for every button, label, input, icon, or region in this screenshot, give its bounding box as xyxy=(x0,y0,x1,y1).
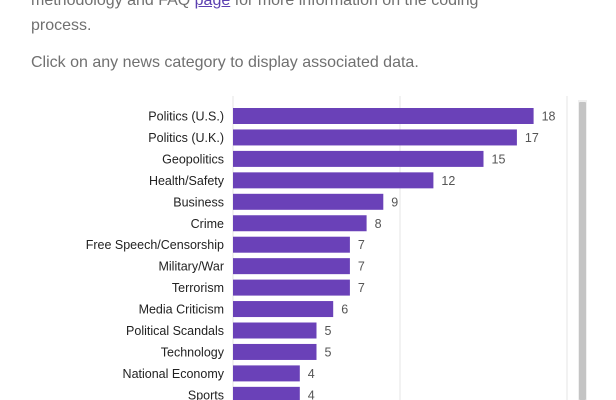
value-label-geopolitics: 15 xyxy=(492,152,506,166)
bar-politics-u-k[interactable] xyxy=(233,129,517,146)
bar-political-scandals[interactable] xyxy=(233,322,317,339)
news-category-chart: Politics (U.S.) 18 Politics (U.K.) 17 Geopol… xyxy=(0,96,616,400)
value-label-free-speech-censorship: 7 xyxy=(358,238,365,252)
category-label-politics-u-k[interactable]: Politics (U.K.) xyxy=(148,131,224,145)
category-label-technology[interactable]: Technology xyxy=(161,345,225,359)
value-label-health-safety: 12 xyxy=(441,174,455,188)
bar-terrorism[interactable] xyxy=(233,279,350,296)
bar-health-safety[interactable] xyxy=(233,172,434,189)
category-label-geopolitics[interactable]: Geopolitics xyxy=(162,152,224,166)
value-label-military-war: 7 xyxy=(358,260,365,274)
value-label-sports: 4 xyxy=(308,388,315,400)
category-label-terrorism[interactable]: Terrorism xyxy=(172,281,224,295)
faq-page-link[interactable]: page xyxy=(194,0,231,9)
category-label-national-economy[interactable]: National Economy xyxy=(123,367,225,381)
bar-military-war[interactable] xyxy=(233,258,350,275)
category-label-business[interactable]: Business xyxy=(173,195,224,209)
bar-media-criticism[interactable] xyxy=(233,301,334,318)
intro-line1-prefix: methodology and FAQ xyxy=(31,0,195,9)
intro-line2: process. xyxy=(31,17,92,34)
bar-sports[interactable] xyxy=(233,386,300,400)
value-label-technology: 5 xyxy=(325,345,332,359)
chart-scrollbar-thumb[interactable] xyxy=(579,102,586,400)
value-label-business: 9 xyxy=(391,195,398,209)
category-label-media-criticism[interactable]: Media Criticism xyxy=(139,303,224,317)
bar-free-speech-censorship[interactable] xyxy=(233,236,350,253)
value-label-national-economy: 4 xyxy=(308,367,315,381)
bar-politics-u-s[interactable] xyxy=(233,108,534,124)
value-label-media-criticism: 6 xyxy=(341,303,348,317)
value-label-politics-u-k: 17 xyxy=(525,131,539,145)
value-label-terrorism: 7 xyxy=(358,281,365,295)
bar-business[interactable] xyxy=(233,193,384,210)
bar-chart-svg: Politics (U.S.) 18 Politics (U.K.) 17 Geopol… xyxy=(86,96,568,400)
category-label-sports[interactable]: Sports xyxy=(188,388,224,400)
chart-instruction: Click on any news category to display as… xyxy=(31,54,419,71)
category-label-military-war[interactable]: Military/War xyxy=(158,260,224,274)
bar-geopolitics[interactable] xyxy=(233,150,484,167)
category-label-political-scandals[interactable]: Political Scandals xyxy=(126,324,224,338)
value-label-politics-u-s: 18 xyxy=(542,110,556,124)
category-label-health-safety[interactable]: Health/Safety xyxy=(149,174,225,188)
bar-national-economy[interactable] xyxy=(233,365,300,382)
bar-technology[interactable] xyxy=(233,343,317,360)
value-label-political-scandals: 5 xyxy=(325,324,332,338)
category-label-crime[interactable]: Crime xyxy=(191,217,224,231)
bar-crime[interactable] xyxy=(233,215,367,232)
intro-text: methodology and FAQ page for more inform… xyxy=(31,0,591,38)
value-label-crime: 8 xyxy=(375,217,382,231)
intro-line1-suffix: for more information on the coding xyxy=(230,0,479,9)
category-label-politics-u-s[interactable]: Politics (U.S.) xyxy=(148,110,224,124)
category-label-free-speech-censorship[interactable]: Free Speech/Censorship xyxy=(86,238,224,252)
